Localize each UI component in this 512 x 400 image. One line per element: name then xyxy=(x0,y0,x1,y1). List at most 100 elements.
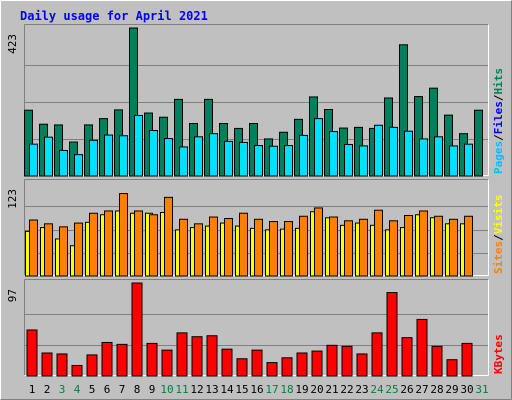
files-bar xyxy=(314,118,323,177)
kbytes-panel-series-label: KBytes xyxy=(492,334,505,374)
kbytes-bar xyxy=(146,342,158,377)
hits-bar xyxy=(399,44,408,177)
kbytes-bar xyxy=(191,336,203,377)
sites-bar xyxy=(449,218,458,277)
files-bar xyxy=(59,149,68,177)
kbytes-bar xyxy=(161,349,173,377)
x-tick-label-day: 9 xyxy=(149,383,156,396)
files-bar xyxy=(179,146,188,177)
files-bar xyxy=(29,143,38,177)
kbytes-bar xyxy=(131,282,143,377)
kbytes-bar xyxy=(116,343,128,377)
x-tick-label-day: 23 xyxy=(355,383,368,396)
files-bar xyxy=(164,138,173,177)
kbytes-bar xyxy=(431,345,443,377)
sites-bar xyxy=(44,223,53,277)
x-tick-label-day: 16 xyxy=(250,383,263,396)
x-tick-label-day: 18 xyxy=(280,383,293,396)
sites-bar xyxy=(329,216,338,277)
files-bar xyxy=(374,124,383,177)
kbytes-bar xyxy=(416,318,428,377)
chart-plot-layer: 423Pages/Files/Hits123Sites/Visits97KByt… xyxy=(6,24,505,396)
hits-bar xyxy=(414,96,423,177)
kbytes-bar xyxy=(326,344,338,377)
sites-bar xyxy=(134,210,143,277)
files-bar xyxy=(209,133,218,177)
files-bar xyxy=(359,145,368,177)
sites-bar xyxy=(179,218,188,277)
x-tick-label-day: 29 xyxy=(445,383,458,396)
files-bar xyxy=(239,141,248,177)
x-tick-label-day: 4 xyxy=(74,383,81,396)
kbytes-bar xyxy=(386,292,398,377)
kbytes-bar xyxy=(236,358,248,377)
kbytes-bar xyxy=(446,359,458,377)
sites-bar xyxy=(239,212,248,277)
visits-panel-series-label-part: Visits xyxy=(492,195,505,235)
sites-bar xyxy=(404,215,413,277)
files-bar xyxy=(74,154,83,177)
sites-bar xyxy=(29,219,38,277)
x-tick-label-day: 12 xyxy=(190,383,203,396)
x-tick-label-day: 14 xyxy=(220,383,234,396)
files-bar xyxy=(404,130,413,177)
x-tick-label-day: 3 xyxy=(59,383,66,396)
sites-bar xyxy=(464,215,473,277)
files-bar xyxy=(269,145,278,177)
files-bar xyxy=(254,145,263,177)
x-tick-label-day: 6 xyxy=(104,383,111,396)
kbytes-panel-series-label-part: KBytes xyxy=(492,334,505,374)
kbytes-bar xyxy=(371,332,383,377)
files-bar xyxy=(134,114,143,177)
kbytes-bar xyxy=(206,335,218,377)
visits-panel-ymax-label: 123 xyxy=(6,189,19,209)
kbytes-bar xyxy=(101,341,113,377)
sites-bar xyxy=(224,218,233,277)
sites-bar xyxy=(374,209,383,277)
files-bar xyxy=(89,139,98,177)
sites-bar xyxy=(59,226,68,277)
sites-bar xyxy=(89,212,98,277)
kbytes-bar xyxy=(401,337,413,377)
x-tick-label-day: 27 xyxy=(415,383,428,396)
kbytes-bar xyxy=(56,353,68,377)
files-bar xyxy=(284,145,293,177)
kbytes-bar xyxy=(296,352,308,377)
kbytes-bar xyxy=(71,364,83,377)
files-bar xyxy=(434,136,443,177)
x-tick-label-day: 5 xyxy=(89,383,96,396)
sites-bar xyxy=(119,193,128,277)
hits-panel-series-label: Pages/Files/Hits xyxy=(492,68,505,174)
hits-panel-series-label-part: / xyxy=(492,134,505,141)
hits-panel-ymax-label: 423 xyxy=(6,34,19,54)
sites-bar xyxy=(299,215,308,277)
x-tick-label-day: 24 xyxy=(370,383,384,396)
kbytes-bar xyxy=(461,342,473,377)
files-bar xyxy=(449,145,458,177)
kbytes-bar xyxy=(311,350,323,377)
files-bar xyxy=(329,131,338,177)
files-bar xyxy=(104,134,113,177)
kbytes-bar xyxy=(281,357,293,377)
sites-bar xyxy=(269,221,278,277)
sites-bar xyxy=(314,207,323,277)
x-tick-label-day: 13 xyxy=(205,383,218,396)
sites-bar xyxy=(104,210,113,277)
files-bar xyxy=(44,136,53,177)
x-tick-label-day: 20 xyxy=(310,383,323,396)
hits-bar xyxy=(129,27,138,177)
files-bar xyxy=(194,136,203,177)
files-bar xyxy=(299,134,308,177)
files-bar xyxy=(119,135,128,177)
x-tick-label-day: 1 xyxy=(29,383,36,396)
visits-panel-series-label-part: Sites xyxy=(492,241,505,274)
x-tick-label-day: 19 xyxy=(295,383,308,396)
sites-bar xyxy=(74,222,83,277)
sites-bar xyxy=(254,218,263,277)
x-tick-label-day: 8 xyxy=(134,383,141,396)
files-bar xyxy=(149,130,158,177)
sites-bar xyxy=(149,214,158,277)
sites-bar xyxy=(419,210,428,277)
hits-panel-series-label-part: Hits xyxy=(492,68,505,95)
